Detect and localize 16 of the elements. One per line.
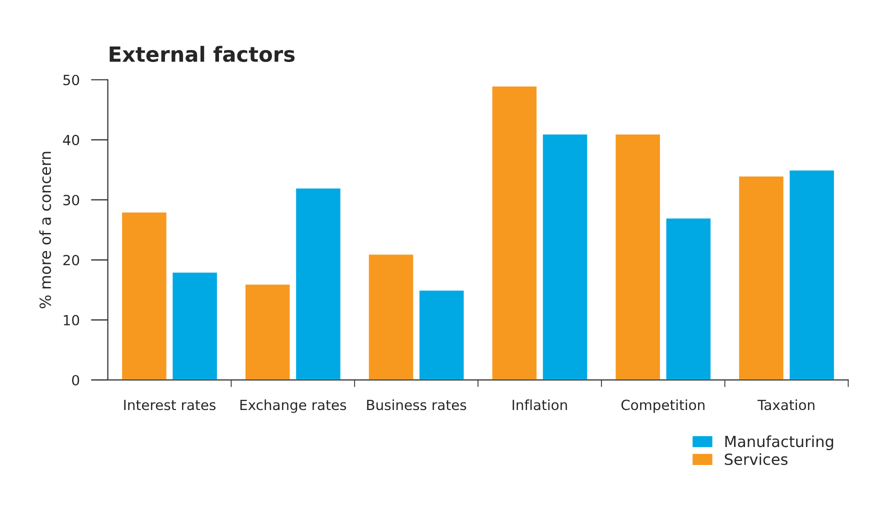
legend-label: Manufacturing — [725, 435, 834, 450]
x-tick-label: Business rates — [367, 399, 466, 410]
y-tick-label: 40 — [63, 134, 80, 146]
y-tick-label: 20 — [63, 254, 80, 266]
y-tick-label: 30 — [63, 194, 80, 206]
y-axis-title: % more of a concern — [39, 152, 52, 308]
legend-label: Services — [724, 453, 788, 466]
y-tick-label: 0 — [72, 374, 80, 386]
y-tick-label: 50 — [63, 74, 80, 86]
y-tick-label: 10 — [64, 314, 80, 326]
x-tick-label: Exchange rates — [240, 399, 346, 413]
x-tick-label: Taxation — [757, 399, 814, 410]
x-tick-label: Competition — [621, 399, 704, 413]
chart-title: External factors — [110, 46, 295, 62]
x-tick-label: Inflation — [512, 399, 567, 410]
x-tick-label: Interest rates — [124, 400, 216, 410]
